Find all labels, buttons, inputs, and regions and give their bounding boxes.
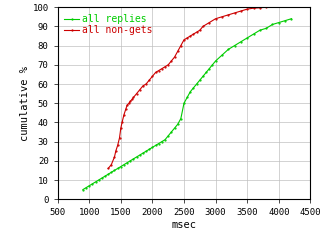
all non-gets <box>147 79 151 82</box>
all non-gets <box>220 15 224 18</box>
all non-gets <box>239 10 243 12</box>
all non-gets <box>258 6 262 9</box>
all non-gets <box>198 29 202 32</box>
all non-gets <box>138 88 142 91</box>
all non-gets <box>163 65 167 68</box>
all non-gets <box>172 56 176 59</box>
all non-gets <box>132 96 135 99</box>
Line: all replies: all replies <box>82 18 292 190</box>
all replies <box>113 169 116 172</box>
all non-gets <box>182 38 186 41</box>
all replies <box>144 150 148 153</box>
all non-gets <box>135 92 139 95</box>
all non-gets <box>122 113 126 116</box>
Line: all non-gets: all non-gets <box>107 6 267 169</box>
all non-gets <box>201 25 205 28</box>
all non-gets <box>106 167 110 170</box>
all non-gets <box>185 36 189 39</box>
all non-gets <box>233 12 236 14</box>
all non-gets <box>252 7 255 10</box>
all non-gets <box>157 69 161 72</box>
all non-gets <box>116 144 120 147</box>
Y-axis label: cumulative %: cumulative % <box>20 66 30 141</box>
all non-gets <box>160 67 164 70</box>
all non-gets <box>176 50 180 53</box>
all replies <box>100 177 104 180</box>
all replies <box>122 163 126 166</box>
all non-gets <box>226 13 230 16</box>
all non-gets <box>125 104 129 107</box>
all replies <box>283 19 287 22</box>
all non-gets <box>113 156 116 158</box>
all non-gets <box>127 102 131 105</box>
all replies <box>290 17 293 20</box>
all non-gets <box>124 108 128 110</box>
Legend: all replies, all non-gets: all replies, all non-gets <box>62 12 154 37</box>
all non-gets <box>188 35 192 37</box>
all non-gets <box>141 84 145 87</box>
all replies <box>252 33 255 36</box>
all non-gets <box>170 60 173 62</box>
all non-gets <box>245 8 249 11</box>
all non-gets <box>109 163 113 166</box>
all non-gets <box>130 98 134 101</box>
all non-gets <box>154 71 157 74</box>
all non-gets <box>207 21 211 24</box>
all non-gets <box>150 75 154 78</box>
all non-gets <box>195 31 198 34</box>
all non-gets <box>179 44 183 47</box>
all non-gets <box>264 6 268 9</box>
all non-gets <box>118 136 122 139</box>
all replies <box>81 188 85 191</box>
all non-gets <box>144 83 148 85</box>
all non-gets <box>114 150 118 153</box>
all non-gets <box>214 17 218 20</box>
all non-gets <box>192 33 196 36</box>
all non-gets <box>120 121 124 124</box>
all non-gets <box>128 100 132 103</box>
all non-gets <box>119 127 123 130</box>
X-axis label: msec: msec <box>172 220 196 230</box>
all non-gets <box>166 63 170 66</box>
